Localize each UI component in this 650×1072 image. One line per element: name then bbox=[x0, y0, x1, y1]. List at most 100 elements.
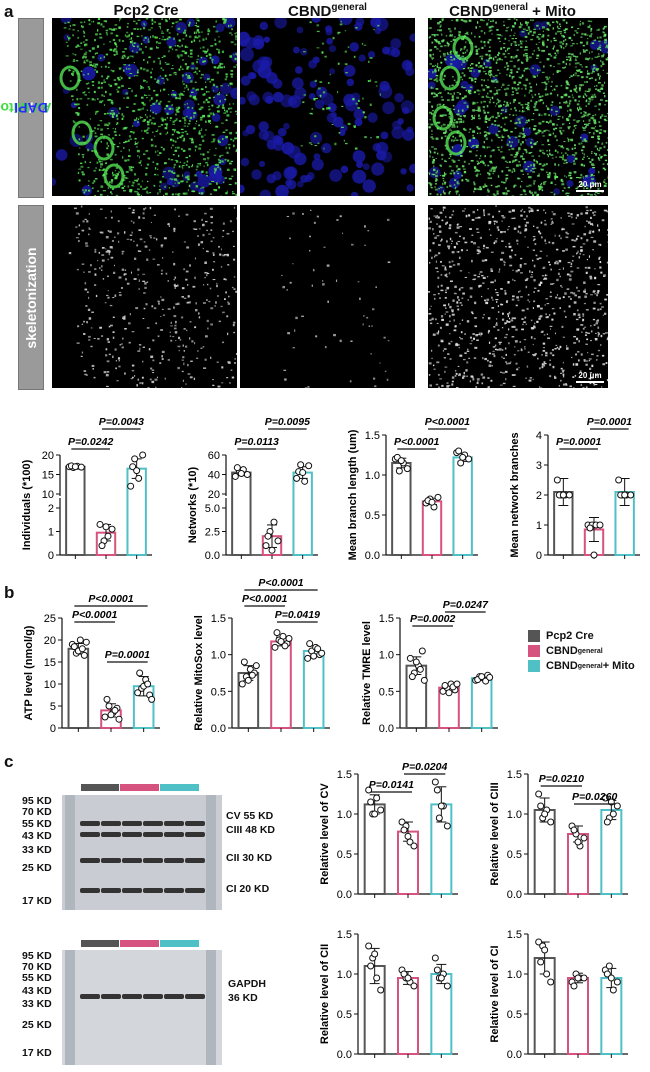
data-point bbox=[547, 978, 555, 986]
lane-group-pcp2 bbox=[81, 940, 119, 947]
bar bbox=[67, 647, 90, 729]
data-point bbox=[553, 476, 561, 484]
data-point bbox=[609, 810, 617, 818]
data-point bbox=[82, 638, 90, 646]
legend-swatch bbox=[528, 660, 540, 672]
data-point bbox=[457, 459, 465, 467]
p-value-label: P=0.0001 bbox=[587, 416, 632, 428]
y-tick-label: 0.5 bbox=[507, 849, 522, 861]
y-tick-label: 0 bbox=[48, 550, 54, 562]
y-axis-label: Relative level of CI bbox=[489, 945, 501, 1042]
band-label: CV 55 KD bbox=[226, 810, 274, 822]
lane-group-cbnd-mito bbox=[160, 940, 199, 947]
data-point bbox=[603, 970, 611, 978]
blot-band bbox=[143, 832, 163, 837]
y-tick-label: 2 bbox=[48, 503, 54, 515]
data-point bbox=[541, 946, 549, 954]
bar bbox=[302, 650, 325, 729]
data-point bbox=[418, 647, 426, 655]
legend-swatch bbox=[528, 645, 540, 657]
data-point bbox=[416, 665, 424, 673]
data-point bbox=[297, 461, 305, 469]
y-axis-label: Networks (*10) bbox=[187, 466, 199, 543]
p-value-label: P<0.0001 bbox=[242, 593, 287, 605]
data-point bbox=[398, 818, 406, 826]
p-value-label: P=0.0210 bbox=[539, 773, 584, 785]
y-tick-label: 0.5 bbox=[211, 686, 226, 698]
data-point bbox=[537, 958, 545, 966]
data-point bbox=[373, 794, 381, 802]
data-point bbox=[437, 974, 445, 982]
y-tick-label: 40 bbox=[208, 470, 220, 482]
data-point bbox=[420, 676, 428, 684]
bar bbox=[363, 803, 386, 895]
data-point bbox=[455, 447, 463, 455]
band-label: CI 20 KD bbox=[226, 883, 270, 895]
micrograph-cbnd-mito-skeleton: 20 μm bbox=[428, 205, 608, 388]
y-tick-label: 0.5 bbox=[379, 686, 394, 698]
p-value-label: P=0.0141 bbox=[369, 779, 414, 791]
p-value-label: P<0.0001 bbox=[88, 593, 133, 605]
bar bbox=[391, 462, 412, 556]
data-point bbox=[77, 463, 85, 471]
y-tick-label: 5.0 bbox=[205, 503, 220, 515]
y-tick-label: 0 bbox=[536, 550, 542, 562]
y-tick-label: 1 bbox=[48, 527, 54, 539]
data-point bbox=[445, 689, 453, 697]
blot-band bbox=[122, 858, 142, 863]
data-point bbox=[314, 645, 322, 653]
data-point bbox=[268, 546, 276, 554]
p-value-label: P=0.0247 bbox=[443, 599, 489, 611]
data-point bbox=[264, 532, 272, 540]
data-point bbox=[293, 474, 301, 482]
chart-tmre: 0.0 0.5 1.0 1.5 Relative TMRE level P=0.0002 P… bbox=[361, 599, 498, 735]
ladder-lane bbox=[206, 795, 216, 910]
data-point bbox=[535, 790, 543, 798]
data-point bbox=[395, 467, 403, 475]
y-tick-label: 20 bbox=[44, 635, 56, 647]
data-point bbox=[377, 986, 385, 994]
data-point bbox=[96, 520, 104, 528]
data-point bbox=[274, 537, 282, 545]
data-point bbox=[238, 680, 246, 688]
p-value-label: P=0.0095 bbox=[265, 416, 310, 428]
bar bbox=[452, 456, 473, 556]
y-tick-label: 1.0 bbox=[507, 809, 522, 821]
data-point bbox=[410, 982, 418, 990]
y-tick-label: 10 bbox=[44, 679, 56, 691]
data-point bbox=[262, 542, 270, 550]
data-point bbox=[271, 643, 279, 651]
data-point bbox=[377, 806, 385, 814]
data-point bbox=[565, 491, 573, 499]
y-tick-label: 0.0 bbox=[507, 889, 522, 901]
data-point bbox=[76, 636, 84, 644]
data-point bbox=[233, 464, 241, 472]
data-point bbox=[410, 842, 418, 850]
y-tick-label: 1.0 bbox=[507, 969, 522, 981]
bar bbox=[567, 977, 589, 1055]
y-tick-label: 0.0 bbox=[337, 1049, 352, 1061]
micrograph-cbnd-mito-aav: 20 μm bbox=[428, 18, 608, 196]
p-value-label: P=0.0001 bbox=[556, 436, 601, 448]
data-point bbox=[248, 671, 256, 679]
data-point bbox=[373, 974, 381, 982]
chart-atp-level: 0 5 10 15 20 25 ATP level (nmol/g) P<0.0001 P<0.… bbox=[23, 593, 160, 735]
data-point bbox=[609, 986, 617, 994]
data-point bbox=[237, 470, 245, 478]
blot-band bbox=[164, 821, 184, 826]
marker-label: 25 KD bbox=[22, 1019, 52, 1031]
data-point bbox=[615, 476, 623, 484]
data-point bbox=[133, 467, 141, 475]
band-label: 36 KD bbox=[228, 992, 258, 1004]
marker-label: 43 KD bbox=[22, 985, 52, 997]
bar bbox=[270, 640, 292, 729]
column-header-cbnd-mito: CBNDgeneral + Mito bbox=[449, 2, 576, 20]
data-point bbox=[273, 629, 281, 637]
data-point bbox=[437, 802, 445, 810]
blot-band bbox=[143, 821, 163, 826]
blot-band bbox=[143, 858, 163, 863]
data-point bbox=[231, 472, 239, 480]
data-point bbox=[304, 654, 312, 662]
data-point bbox=[627, 491, 635, 499]
marker-label: 70 KD bbox=[22, 806, 52, 818]
